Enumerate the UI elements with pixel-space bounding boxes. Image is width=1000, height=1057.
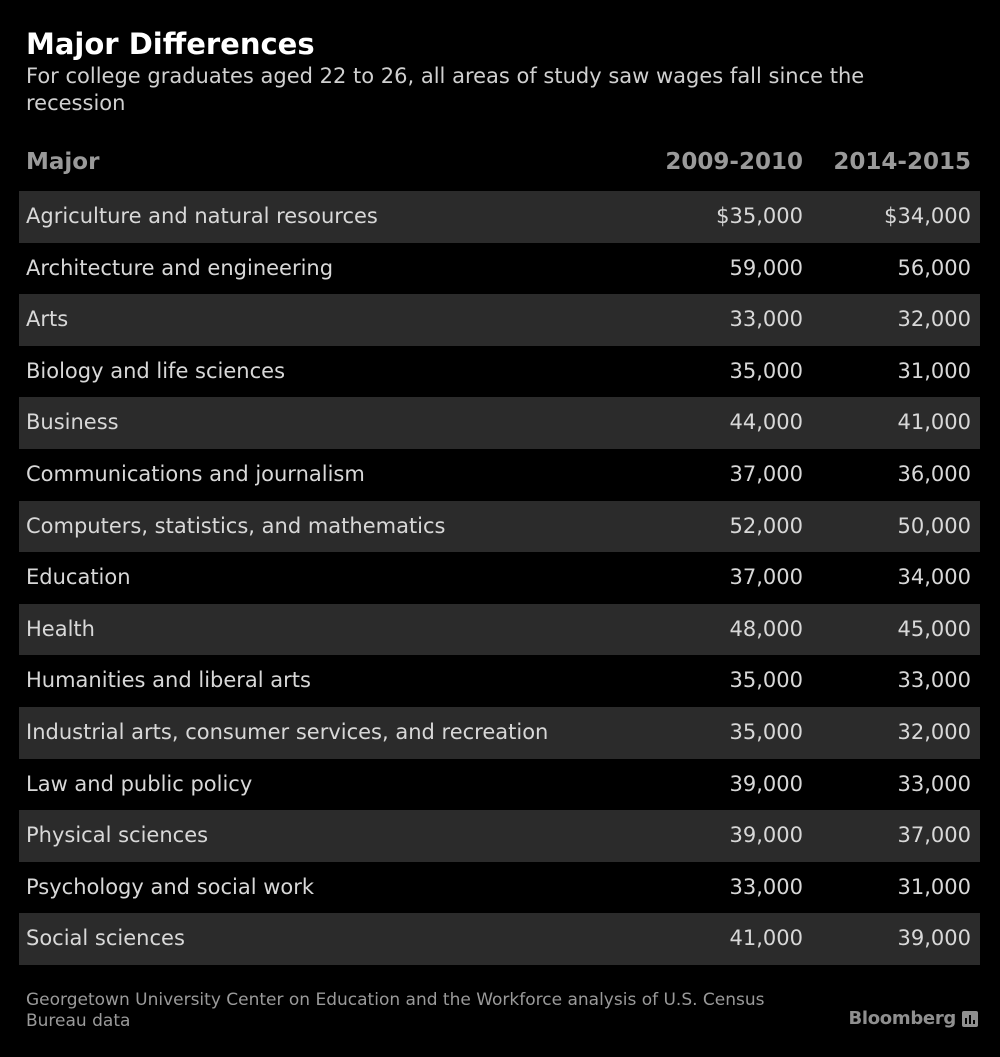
major-cell: Computers, statistics, and mathematics — [26, 513, 446, 538]
wage-2014-2015-cell: 56,000 — [897, 255, 971, 280]
major-cell: Business — [26, 410, 119, 435]
wage-2014-2015-cell: 33,000 — [897, 771, 971, 796]
major-cell: Psychology and social work — [26, 874, 315, 899]
wage-2014-2015-cell: 50,000 — [897, 513, 971, 538]
wage-2009-2010-cell: 39,000 — [729, 823, 803, 848]
wage-2014-2015-cell: 31,000 — [897, 358, 971, 383]
table-row: Architecture and engineering 59,000 56,000 — [19, 243, 980, 295]
wage-2009-2010-cell: $35,000 — [716, 204, 803, 228]
table-row: Communications and journalism 37,000 36,00… — [19, 449, 980, 501]
wage-2009-2010-cell: 35,000 — [729, 719, 803, 744]
table-header: Major 2009-2010 2014-2015 — [19, 140, 980, 191]
wage-2014-2015-cell: 45,000 — [897, 616, 971, 641]
major-cell: Education — [26, 565, 131, 590]
wage-2014-2015-cell: 37,000 — [897, 823, 971, 848]
column-header-2014-2015: 2014-2015 — [833, 149, 971, 175]
table-body: Agriculture and natural resources $35,000… — [19, 191, 980, 965]
column-header-2009-2010: 2009-2010 — [665, 149, 803, 175]
wage-2009-2010-cell: 59,000 — [729, 255, 803, 280]
wage-2009-2010-cell: 44,000 — [729, 410, 803, 435]
wage-2014-2015-cell: 32,000 — [897, 719, 971, 744]
major-cell: Agriculture and natural resources — [26, 204, 378, 228]
major-cell: Biology and life sciences — [26, 358, 286, 383]
wage-2014-2015-cell: 41,000 — [897, 410, 971, 435]
column-header-major: Major — [26, 149, 100, 175]
major-cell: Arts — [26, 307, 69, 332]
table-row: Business 44,000 41,000 — [19, 397, 980, 449]
major-cell: Social sciences — [26, 926, 185, 951]
wage-2014-2015-cell: $34,000 — [884, 204, 971, 228]
brand-logo: Bloomberg — [848, 1008, 978, 1029]
major-cell: Communications and journalism — [26, 461, 365, 486]
major-cell: Humanities and liberal arts — [26, 668, 311, 693]
wage-2009-2010-cell: 33,000 — [729, 874, 803, 899]
bloomberg-chart-icon — [962, 1010, 978, 1027]
wage-table: Major 2009-2010 2014-2015 Agriculture an… — [19, 140, 980, 965]
table-row: Biology and life sciences 35,000 31,000 — [19, 346, 980, 398]
wage-2014-2015-cell: 32,000 — [897, 307, 971, 332]
wage-2014-2015-cell: 34,000 — [897, 565, 971, 590]
table-row: Law and public policy 39,000 33,000 — [19, 759, 980, 811]
wage-2014-2015-cell: 33,000 — [897, 668, 971, 693]
source-note: Georgetown University Center on Educatio… — [26, 990, 765, 1031]
wage-2009-2010-cell: 52,000 — [729, 513, 803, 538]
wage-2014-2015-cell: 36,000 — [897, 461, 971, 486]
wage-2009-2010-cell: 35,000 — [729, 358, 803, 383]
major-cell: Industrial arts, consumer services, and … — [26, 719, 549, 744]
chart-subtitle: For college graduates aged 22 to 26, all… — [26, 64, 865, 115]
table-row: Education 37,000 34,000 — [19, 552, 980, 604]
wage-2014-2015-cell: 31,000 — [897, 874, 971, 899]
wage-2009-2010-cell: 37,000 — [729, 565, 803, 590]
table-row: Physical sciences 39,000 37,000 — [19, 810, 980, 862]
table-row: Industrial arts, consumer services, and … — [19, 706, 980, 759]
table-row: Psychology and social work 33,000 31,000 — [19, 862, 980, 914]
chart-title: Major Differences — [26, 27, 315, 61]
wage-2009-2010-cell: 35,000 — [729, 668, 803, 693]
wage-2009-2010-cell: 33,000 — [729, 307, 803, 332]
major-cell: Health — [26, 616, 95, 641]
wage-2009-2010-cell: 48,000 — [729, 616, 803, 641]
table-row: Social sciences 41,000 39,000 — [19, 913, 980, 965]
wage-2014-2015-cell: 39,000 — [897, 926, 971, 951]
major-cell: Physical sciences — [26, 823, 209, 848]
wage-2009-2010-cell: 41,000 — [729, 926, 803, 951]
major-cell: Architecture and engineering — [26, 255, 334, 280]
table-row: Health 48,000 45,000 — [19, 603, 980, 656]
table-row: Arts 33,000 32,000 — [19, 294, 980, 346]
major-cell: Law and public policy — [26, 771, 253, 796]
brand-name: Bloomberg — [848, 1008, 956, 1029]
table-row: Computers, statistics, and mathematics 52… — [19, 500, 980, 553]
table-row: Humanities and liberal arts 35,000 33,000 — [19, 655, 980, 707]
table-row: Agriculture and natural resources $35,000… — [19, 191, 980, 243]
wage-2009-2010-cell: 39,000 — [729, 771, 803, 796]
wage-2009-2010-cell: 37,000 — [729, 461, 803, 486]
